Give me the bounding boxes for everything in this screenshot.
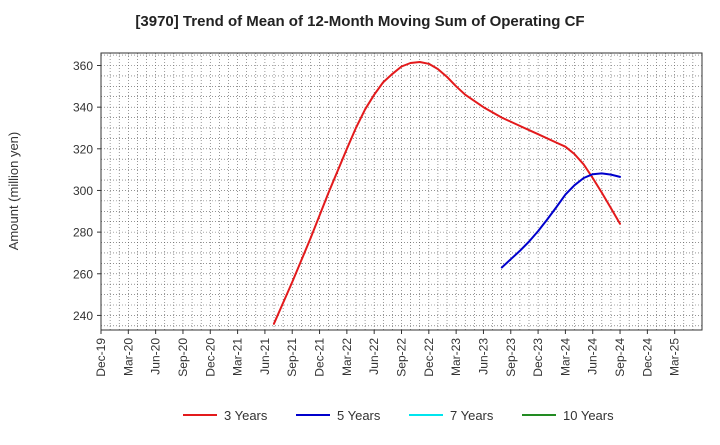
y-tick-label: 240 <box>73 309 93 323</box>
series-line-5-years <box>500 172 621 269</box>
y-tick-label: 280 <box>73 226 93 240</box>
x-tick-label: Mar-22 <box>340 338 354 376</box>
legend-label: 5 Years <box>337 408 381 423</box>
x-tick-label: Dec-19 <box>94 338 108 377</box>
x-tick-label: Sep-21 <box>285 338 299 377</box>
x-tick-label: Dec-20 <box>203 338 217 377</box>
y-tick-label: 340 <box>73 101 93 115</box>
chart-title: [3970] Trend of Mean of 12-Month Moving … <box>135 13 584 30</box>
x-tick-label: Jun-21 <box>258 338 272 375</box>
grid-lines <box>100 53 703 330</box>
x-tick-label: Mar-25 <box>668 338 682 376</box>
x-tick-label: Dec-21 <box>313 338 327 377</box>
y-tick-label: 320 <box>73 142 93 156</box>
x-tick-label: Dec-22 <box>422 338 436 377</box>
x-tick-label: Jun-22 <box>367 338 381 375</box>
legend-label: 7 Years <box>450 408 494 423</box>
x-tick-label: Sep-22 <box>395 338 409 377</box>
y-tick-label: 360 <box>73 59 93 73</box>
x-tick-label: Jun-23 <box>476 338 490 375</box>
x-tick-label: Sep-23 <box>504 338 518 377</box>
x-tick-label: Mar-21 <box>231 338 245 376</box>
legend-label: 10 Years <box>563 408 614 423</box>
x-tick-label: Sep-20 <box>176 338 190 377</box>
legend: 3 Years 5 Years 7 Years 10 Years <box>183 408 614 423</box>
x-tick-label: Jun-20 <box>149 338 163 375</box>
x-tick-label: Dec-23 <box>531 338 545 377</box>
x-tick-label: Mar-23 <box>449 338 463 376</box>
series-layer <box>272 61 621 325</box>
series-line-3-years <box>272 61 621 325</box>
x-tick-label: Dec-24 <box>640 338 654 377</box>
x-tick-label: Jun-24 <box>586 338 600 375</box>
x-tick-label: Sep-24 <box>613 338 627 377</box>
y-tick-label: 300 <box>73 184 93 198</box>
legend-label: 3 Years <box>224 408 268 423</box>
x-tick-label: Mar-24 <box>558 338 572 376</box>
axes: 240 260 280 300 320 340 360 Dec-19 Mar-20 Jun-20 S… <box>73 52 703 377</box>
x-tick-label: Mar-20 <box>121 338 135 376</box>
y-axis-label: Amount (million yen) <box>6 132 21 251</box>
y-tick-label: 260 <box>73 267 93 281</box>
